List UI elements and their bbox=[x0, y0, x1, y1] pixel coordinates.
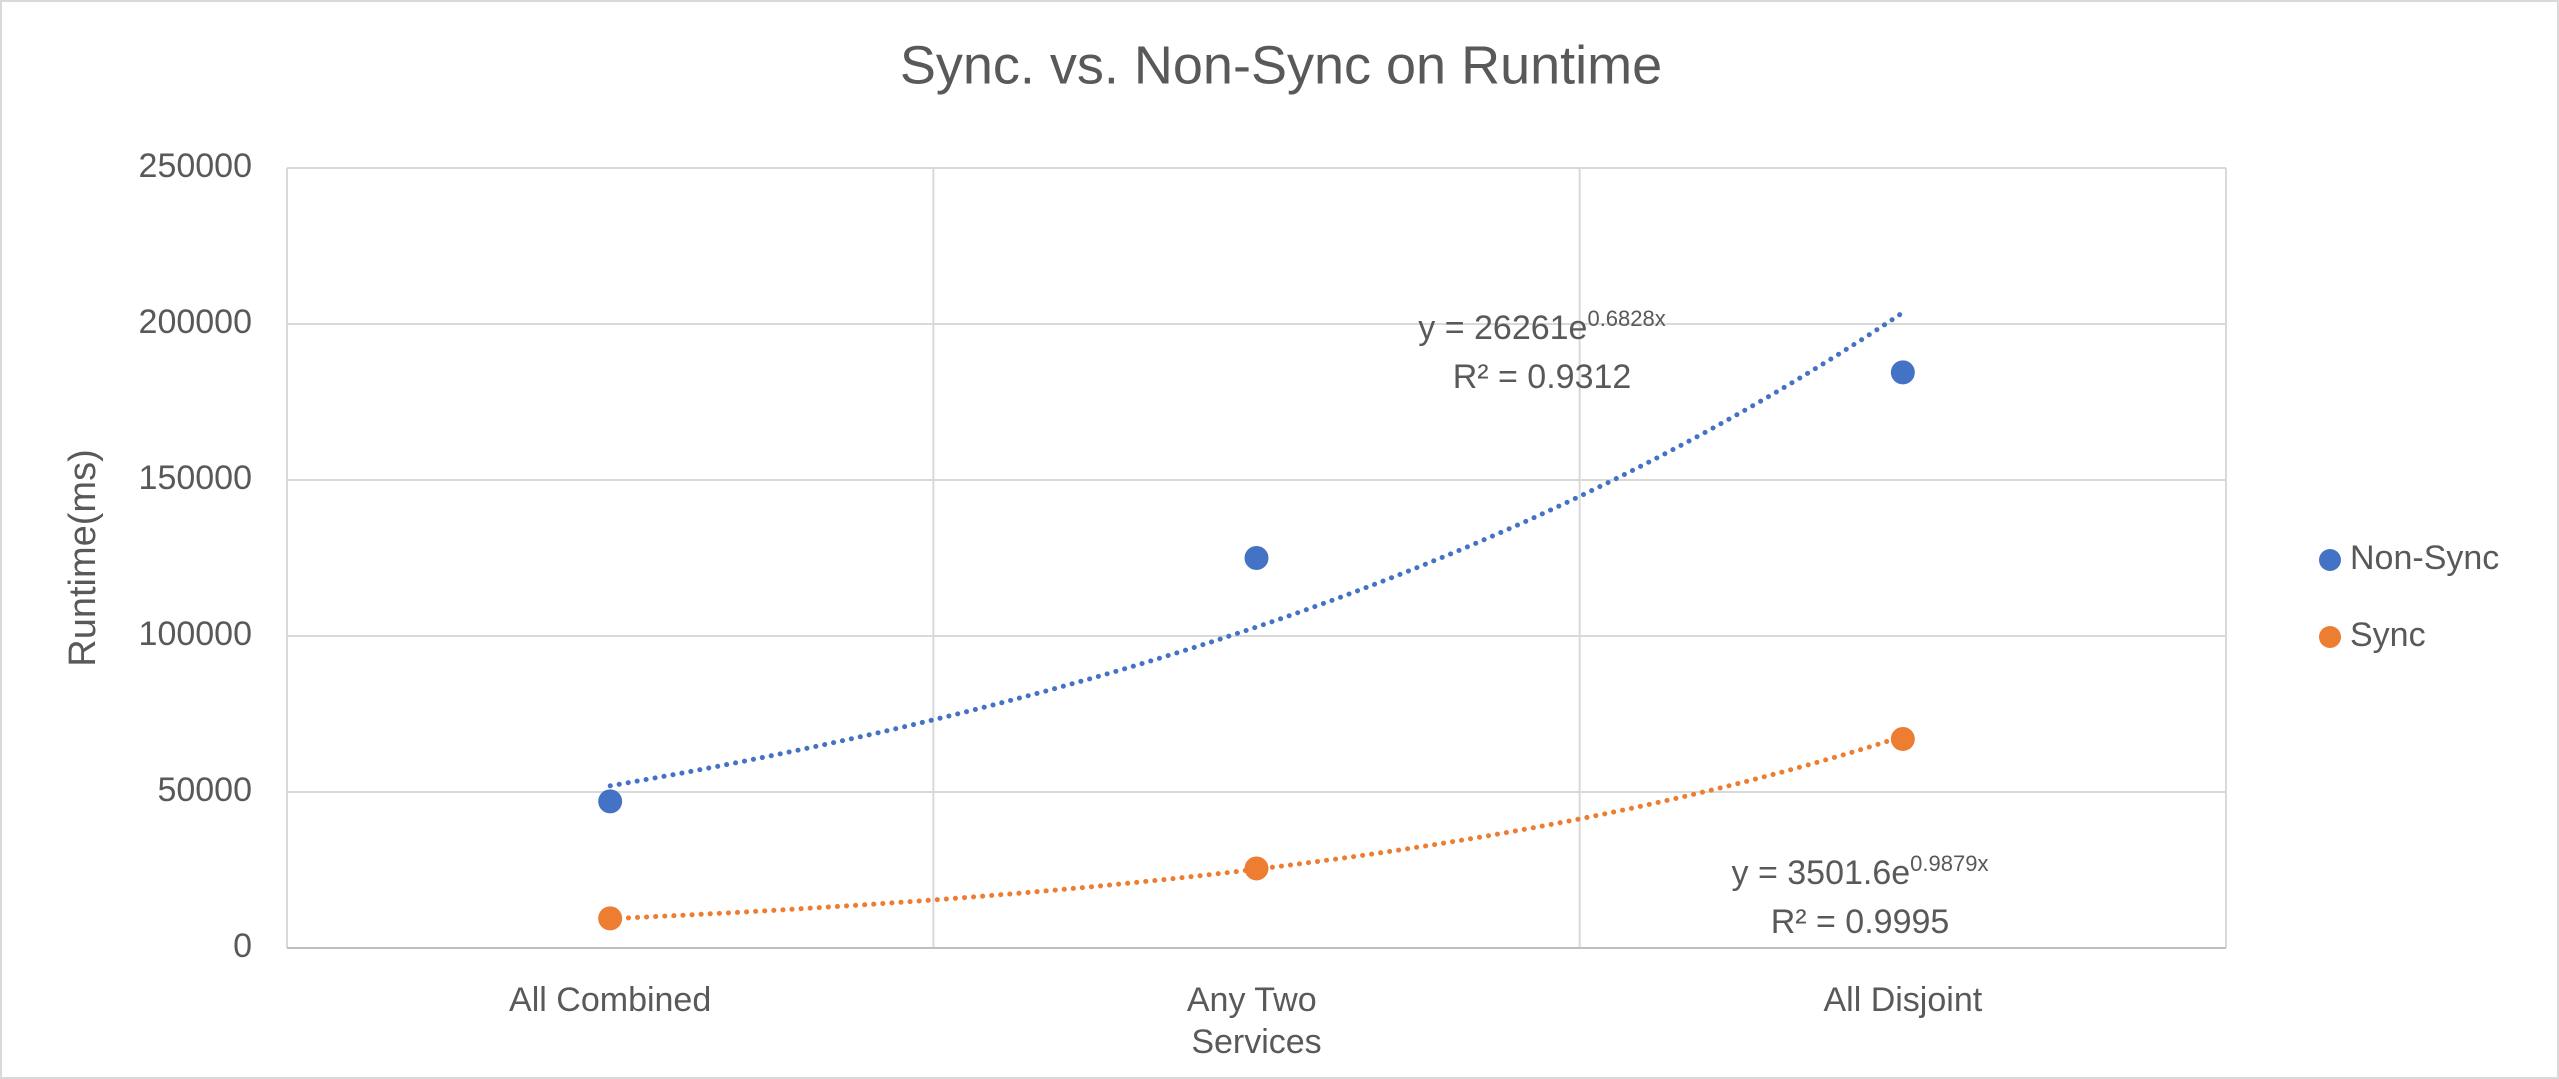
chart-title: Sync. vs. Non-Sync on Runtime bbox=[900, 35, 1662, 95]
legend-marker bbox=[2319, 626, 2341, 648]
y-tick-label: 50000 bbox=[157, 771, 252, 809]
data-point bbox=[1244, 546, 1269, 570]
data-point bbox=[1890, 726, 1915, 751]
data-point bbox=[598, 906, 623, 931]
y-tick-label: 0 bbox=[233, 927, 252, 965]
y-tick-label: 250000 bbox=[139, 147, 252, 185]
x-tick-label: Any Two Services bbox=[1187, 981, 1326, 1061]
x-tick-label: All Disjoint bbox=[1823, 981, 1982, 1019]
y-tick-label: 100000 bbox=[139, 615, 252, 653]
trendline-equation: y = 26261e0.6828x bbox=[1418, 306, 1666, 347]
equation-exponent: 0.9879x bbox=[1910, 851, 1988, 876]
equation-base: y = 3501.6e bbox=[1732, 854, 1911, 892]
equation-exponent: 0.6828x bbox=[1587, 306, 1665, 331]
x-tick-label: All Combined bbox=[509, 981, 711, 1019]
legend-label: Non-Sync bbox=[2350, 539, 2499, 577]
y-tick-label: 200000 bbox=[139, 303, 252, 341]
legend-marker bbox=[2319, 549, 2341, 571]
trendline-r2: R² = 0.9312 bbox=[1453, 358, 1632, 396]
equation-base: y = 26261e bbox=[1418, 309, 1587, 347]
y-tick-label: 150000 bbox=[139, 459, 252, 497]
data-point bbox=[1890, 360, 1915, 385]
trendline-r2: R² = 0.9995 bbox=[1771, 903, 1950, 941]
trendline bbox=[607, 310, 1906, 789]
data-point bbox=[1244, 856, 1269, 881]
legend-label: Sync bbox=[2350, 616, 2426, 654]
y-axis-label: Runtime(ms) bbox=[62, 449, 104, 666]
trendline-equation: y = 3501.6e0.9879x bbox=[1732, 851, 1989, 892]
data-point bbox=[598, 789, 623, 814]
